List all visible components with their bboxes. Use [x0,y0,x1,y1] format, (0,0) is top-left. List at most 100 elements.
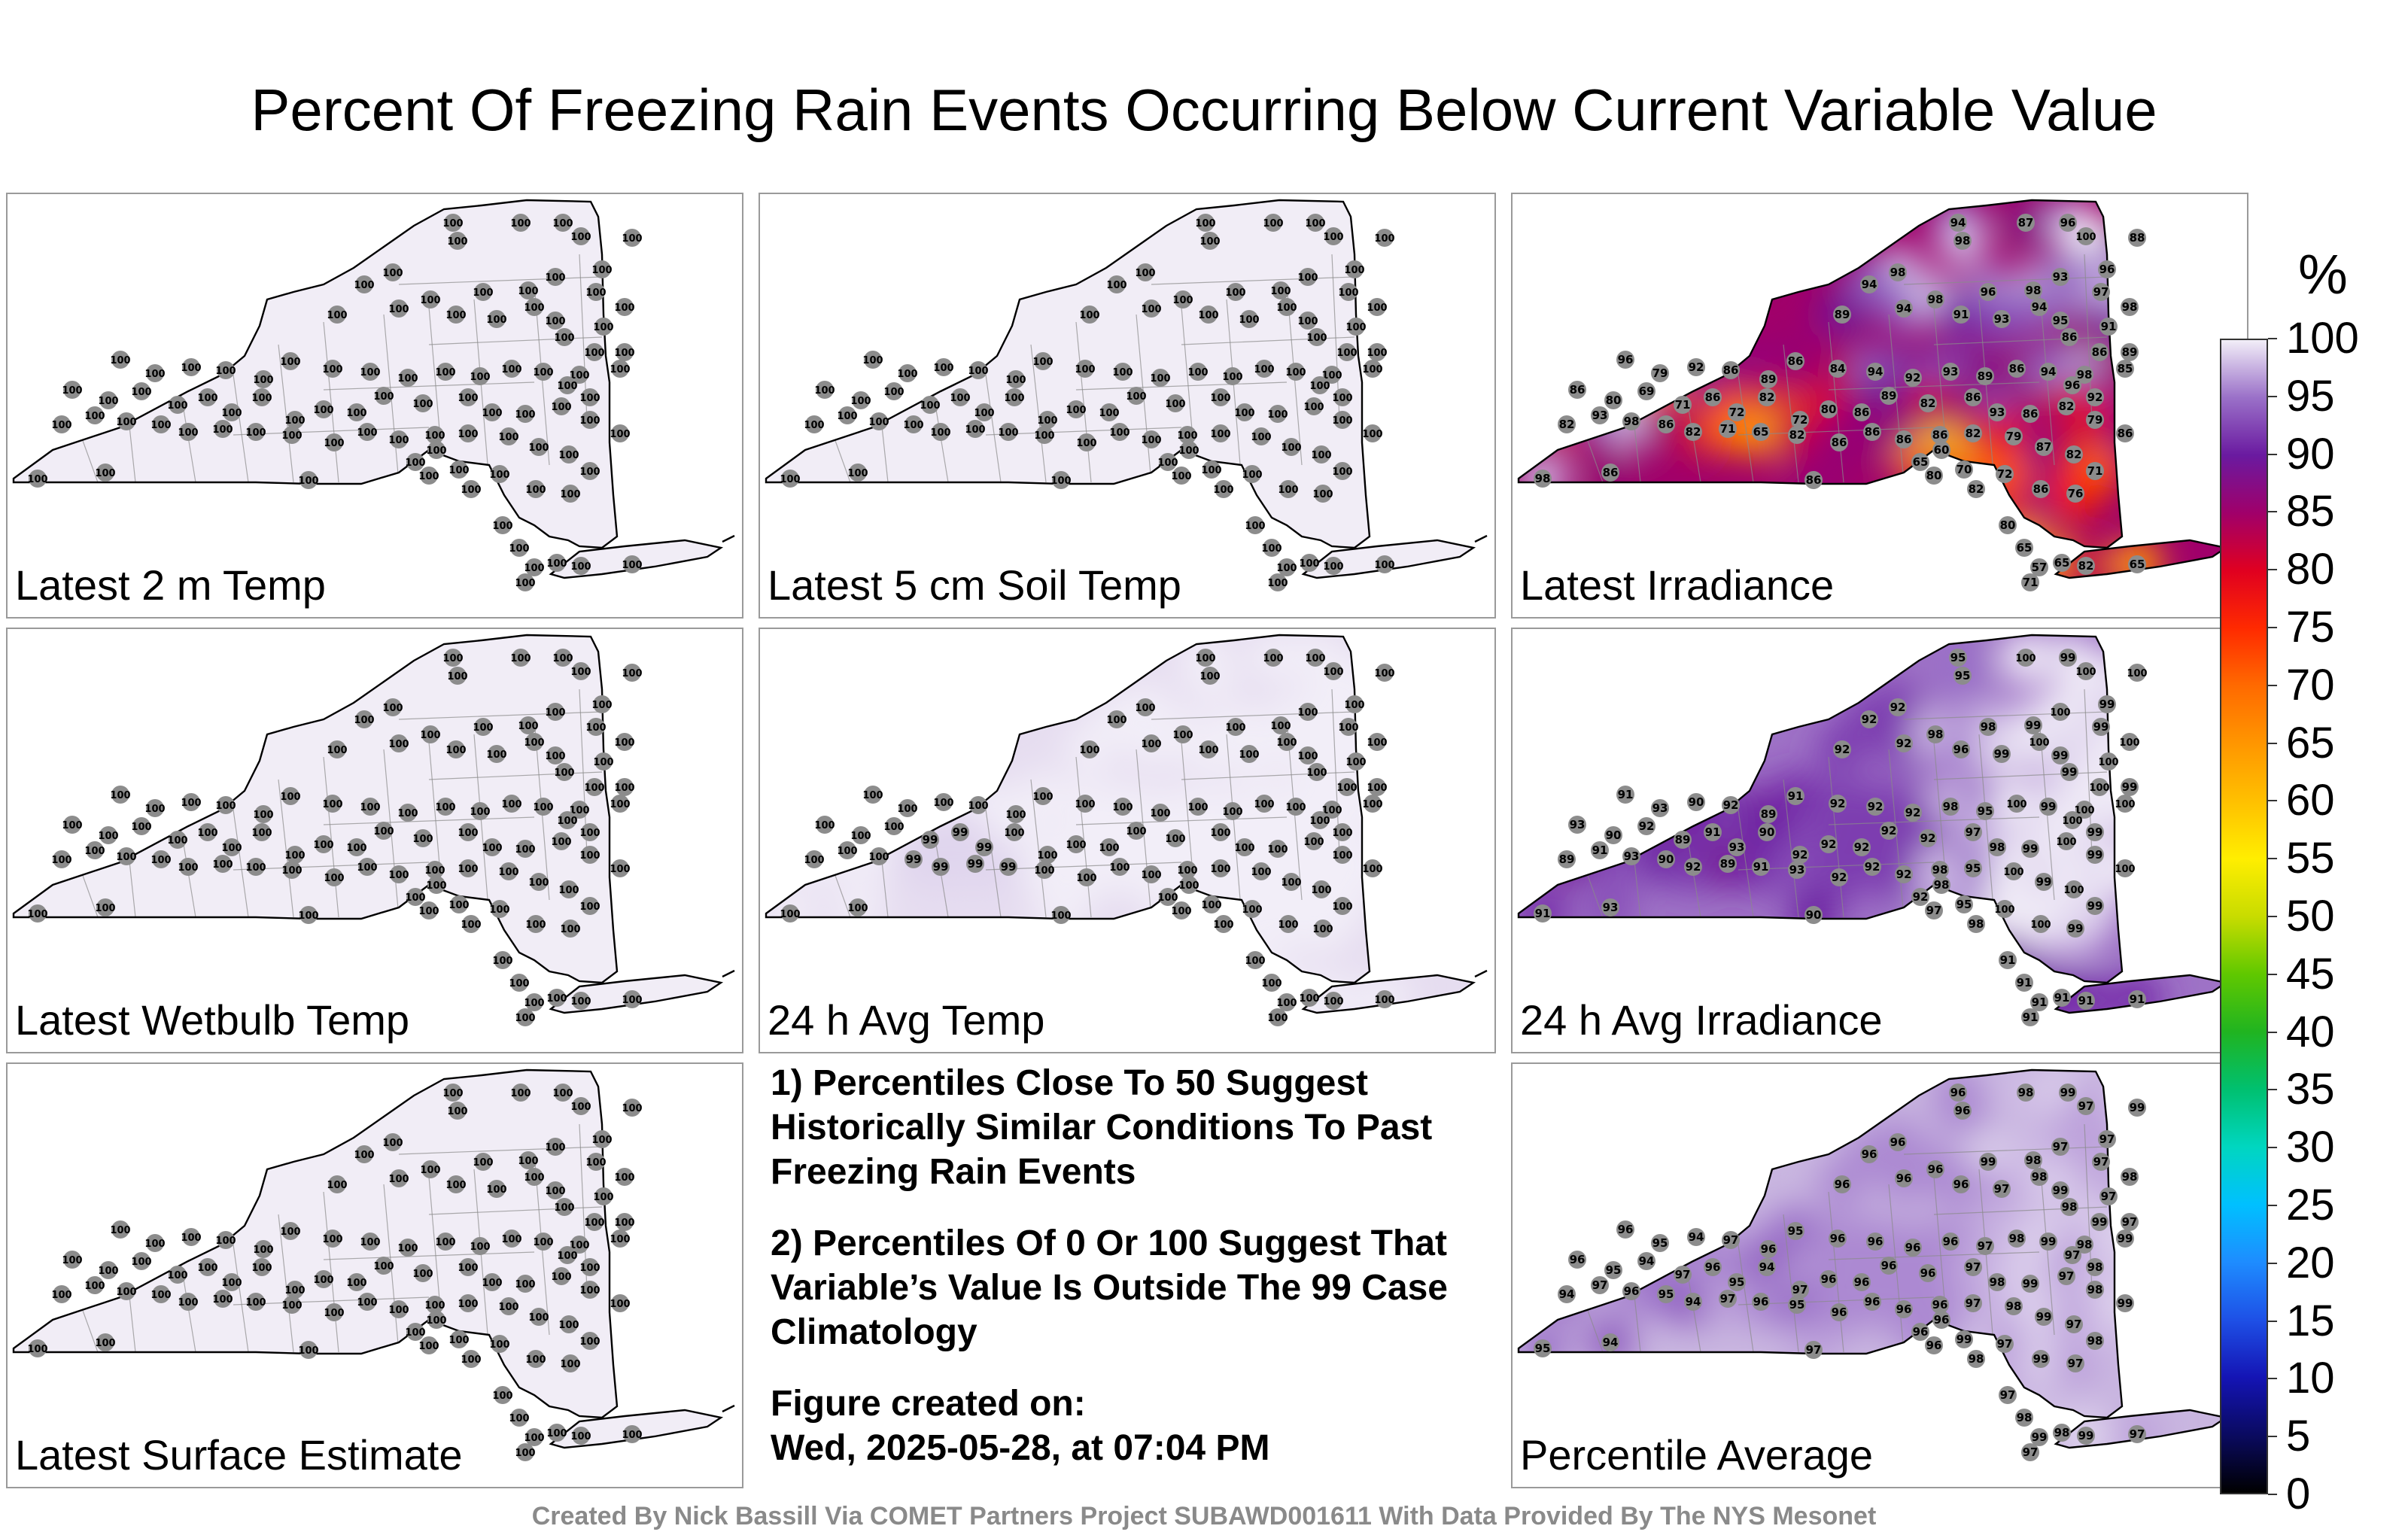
station-marker [1196,649,1215,667]
station-marker [530,1308,548,1326]
station-marker [217,796,235,814]
station-value: 100 [212,424,233,436]
station-marker [2092,1153,2110,1171]
station-value: 100 [1222,372,1242,383]
station-marker [2098,1130,2116,1148]
station-value: 100 [482,843,502,854]
station-marker [414,1264,432,1282]
station-marker [436,1233,455,1251]
station-value: 100 [298,910,318,922]
station-marker [1272,281,1290,299]
station-marker [450,1330,468,1348]
station-value: 100 [424,865,445,877]
station-value: 96 [2060,216,2076,229]
station-marker [1791,1281,1809,1299]
station-marker [223,838,241,856]
station-value: 100 [545,751,565,762]
station-value: 100 [1195,218,1215,229]
station-marker [96,464,114,482]
station-value: 98 [2062,1200,2078,1214]
station-marker [474,718,492,736]
station-marker [1347,752,1365,771]
station-value: 99 [2092,1215,2108,1229]
colorbar-tick-mark [2268,742,2277,744]
station-marker [1719,420,1737,438]
station-value: 100 [1157,457,1178,469]
station-marker [1305,832,1323,850]
station-marker [510,539,528,557]
station-value: 100 [1374,668,1394,679]
station-marker [1345,695,1364,713]
station-value: 100 [1994,904,2014,916]
station-value: 90 [1689,795,1704,809]
panel-label: 24 h Avg Temp [768,996,1045,1044]
station-marker [223,403,241,421]
station-value: 93 [1624,850,1640,863]
station-value: 100 [95,1338,115,1349]
colorbar-tick-mark [2268,1089,2277,1091]
station-value: 100 [1254,364,1274,375]
station-marker [1722,796,1740,814]
station-marker [1591,406,1609,424]
station-value: 100 [570,996,591,1008]
station-value: 100 [1210,429,1230,440]
station-marker [932,423,950,441]
station-marker [1279,480,1297,498]
station-value: 100 [780,474,800,485]
panel-24h-avg-irradiance: 95 100 99 100 95 100 99 92 92 100 99 98 99 100 92 98 92 9… [1511,628,2248,1053]
station-marker [355,710,373,728]
station-value: 89 [1881,389,1897,403]
station-marker [1224,802,1242,820]
station-marker [199,1258,217,1276]
station-value: 100 [131,387,151,398]
station-marker [99,391,117,409]
station-value: 100 [357,1297,377,1309]
station-marker [2077,557,2095,575]
station-value: 100 [150,1290,171,1301]
station-marker [885,817,903,835]
station-marker [525,1428,543,1446]
station-marker [1534,1339,1552,1357]
station-value: 100 [515,1013,535,1024]
station-value: 100 [357,427,377,439]
station-value: 99 [2093,720,2109,734]
station-value: 100 [1321,370,1342,381]
station-marker [471,802,489,820]
colorbar-tick-mark [2268,916,2277,917]
panel-label: Latest Surface Estimate [15,1431,463,1479]
station-value: 100 [1165,834,1185,845]
station-value: 100 [1305,653,1325,664]
station-marker [217,1231,235,1249]
colorbar-tick-mark [2268,338,2277,339]
station-value: 72 [1792,413,1808,427]
station-value: 80 [2000,518,2016,532]
station-value: 99 [2062,765,2078,779]
station-value: 100 [178,427,198,439]
station-marker [2086,846,2104,864]
station-marker [1788,426,1806,444]
station-value: 100 [1311,885,1331,896]
station-value: 92 [1723,798,1739,812]
colorbar-tick-60: 60 [2286,776,2335,825]
station-value: 100 [1261,978,1282,989]
station-value: 100 [528,877,549,889]
station-value: 100 [2127,668,2147,679]
station-value: 100 [515,578,535,589]
station-value: 100 [1306,333,1327,344]
colorbar-tick-85: 85 [2286,487,2335,536]
station-marker [516,1443,534,1461]
station-marker [324,360,342,378]
station-value: 100 [1075,799,1095,810]
station-marker [281,1222,299,1240]
station-marker [2035,873,2053,891]
station-marker [182,1228,200,1246]
station-marker [2021,1443,2039,1461]
station-value: 96 [1753,1295,1769,1309]
station-marker [214,1290,232,1308]
station-marker [516,573,534,591]
station-marker [1622,847,1640,865]
station-marker [494,516,512,534]
station-value: 97 [2122,1215,2138,1229]
station-value: 100 [524,737,544,749]
station-value: 100 [622,233,642,245]
